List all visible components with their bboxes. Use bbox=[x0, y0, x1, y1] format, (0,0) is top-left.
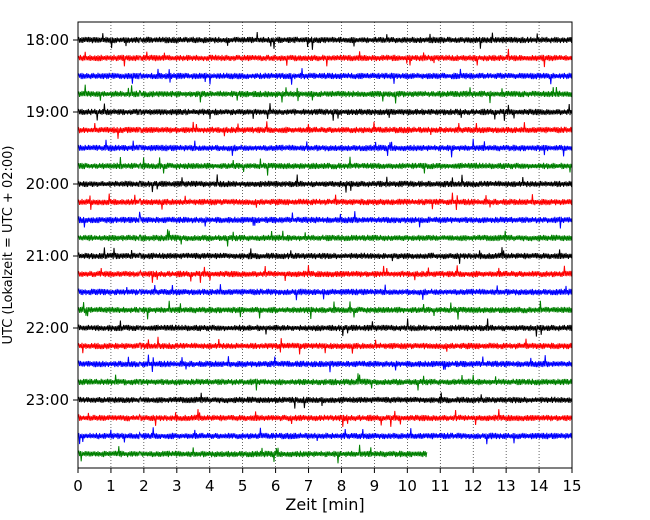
trace-2345 bbox=[77, 444, 428, 464]
x-tick-label: 0 bbox=[73, 477, 83, 495]
trace-2015 bbox=[77, 192, 573, 211]
y-axis-ticks: 18:00 19:00 20:00 21:00 22:00 23:00 bbox=[26, 31, 78, 409]
trace-1900 bbox=[77, 103, 573, 121]
y-tick-label: 22:00 bbox=[26, 319, 69, 337]
x-tick-label: 3 bbox=[172, 477, 182, 495]
trace-2130 bbox=[77, 284, 573, 301]
grid-lines bbox=[110, 22, 540, 468]
plot-frame bbox=[77, 21, 573, 469]
x-tick-label: 12 bbox=[464, 477, 483, 495]
trace-group bbox=[77, 32, 573, 464]
x-tick-label: 11 bbox=[431, 477, 450, 495]
trace-1915 bbox=[77, 121, 573, 139]
x-tick-label: 10 bbox=[398, 477, 417, 495]
x-tick-label: 13 bbox=[497, 477, 516, 495]
y-tick-label: 23:00 bbox=[26, 391, 69, 409]
trace-1830 bbox=[77, 68, 573, 85]
trace-1945 bbox=[77, 156, 573, 176]
trace-2045 bbox=[77, 229, 573, 247]
trace-1800 bbox=[78, 32, 573, 50]
trace-1845 bbox=[77, 84, 573, 104]
x-tick-label: 15 bbox=[562, 477, 581, 495]
x-tick-label: 5 bbox=[238, 477, 248, 495]
x-tick-label: 8 bbox=[337, 477, 347, 495]
trace-2215 bbox=[77, 336, 573, 355]
y-tick-label: 21:00 bbox=[26, 247, 69, 265]
x-tick-label: 7 bbox=[304, 477, 314, 495]
trace-1815 bbox=[78, 48, 573, 68]
y-axis-label: UTC (Lokalzeit = UTC + 02:00) bbox=[1, 146, 16, 345]
trace-2315 bbox=[77, 409, 573, 427]
x-tick-label: 6 bbox=[271, 477, 281, 495]
x-tick-label: 1 bbox=[106, 477, 116, 495]
x-tick-label: 2 bbox=[139, 477, 149, 495]
trace-2100 bbox=[77, 247, 573, 264]
x-tick-label: 9 bbox=[370, 477, 380, 495]
x-tick-label: 14 bbox=[530, 477, 549, 495]
trace-2000 bbox=[77, 174, 573, 193]
y-tick-label: 20:00 bbox=[26, 175, 69, 193]
trace-2230 bbox=[77, 354, 573, 373]
trace-1930 bbox=[77, 138, 573, 158]
trace-2245 bbox=[77, 373, 573, 391]
trace-2115 bbox=[77, 265, 573, 283]
trace-2030 bbox=[77, 211, 573, 229]
trace-2330 bbox=[77, 427, 573, 445]
y-tick-label: 18:00 bbox=[26, 31, 69, 49]
y-tick-label: 19:00 bbox=[26, 103, 69, 121]
trace-2300 bbox=[77, 392, 573, 409]
x-axis-ticks: 0 1 2 3 4 5 6 7 8 9 10 11 12 13 14 15 bbox=[73, 468, 582, 495]
trace-2145 bbox=[77, 300, 573, 320]
x-tick-label: 4 bbox=[205, 477, 215, 495]
trace-2200 bbox=[77, 318, 573, 337]
x-axis-label: Zeit [min] bbox=[285, 495, 364, 514]
